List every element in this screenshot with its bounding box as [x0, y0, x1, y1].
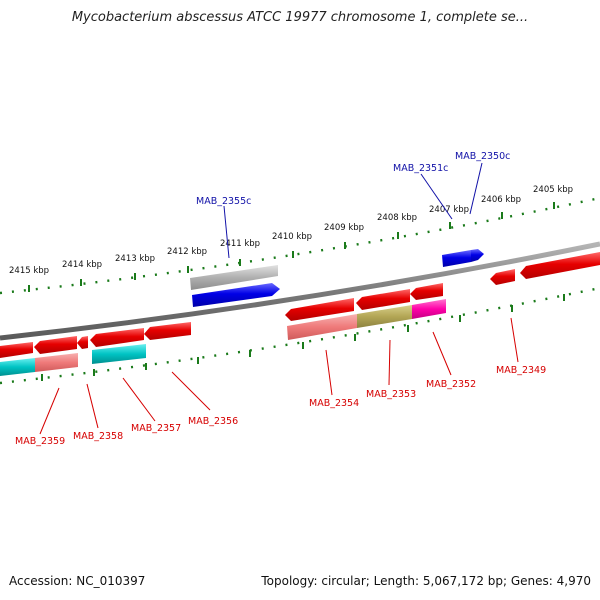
tick-label-group: 2415 kbp 2414 kbp 2413 kbp 2412 kbp 2411…: [9, 185, 573, 276]
gene-label-mab-2352[interactable]: MAB_2352: [426, 379, 476, 390]
upper-kbp-ruler: [0, 196, 600, 295]
gene-arrow-mab-2356[interactable]: [144, 322, 191, 340]
leader-line: [420, 173, 453, 220]
leader-line: [171, 371, 211, 411]
gene-label-mab-2355c[interactable]: MAB_2355c: [196, 196, 251, 207]
leader-line: [469, 162, 483, 215]
gene-arrow-mab-2355c[interactable]: [192, 283, 280, 307]
tick-label: 2410 kbp: [272, 232, 312, 242]
tick-label: 2406 kbp: [481, 195, 521, 205]
orf-pink-bar[interactable]: [35, 353, 78, 372]
gene-label-mab-2350c[interactable]: MAB_2350c: [455, 151, 510, 162]
gene-arrow-mab-2357[interactable]: [90, 328, 144, 347]
gene-label-mab-2359[interactable]: MAB_2359: [15, 436, 65, 447]
gene-arrow-mab-2358[interactable]: [34, 336, 77, 354]
gene-label-mab-2358[interactable]: MAB_2358: [73, 431, 123, 442]
leader-line: [325, 349, 333, 396]
tick-label: 2408 kbp: [377, 213, 417, 223]
gene-arrow-small[interactable]: [77, 336, 88, 349]
tick-label: 2409 kbp: [324, 223, 364, 233]
gene-arrow-mab-2352[interactable]: [410, 283, 443, 300]
tick-label: 2407 kbp: [429, 205, 469, 215]
accession-label: Accession: NC_010397: [9, 574, 146, 588]
gene-label-mab-2353[interactable]: MAB_2353: [366, 389, 416, 400]
forward-label-group: MAB_2355c MAB_2351c MAB_2350c: [196, 151, 510, 259]
major-ticks: [28, 202, 565, 381]
gene-arrow-mab-2351c[interactable]: [442, 250, 471, 267]
reverse-label-group: MAB_2359 MAB_2358 MAB_2357 MAB_2356 MAB_…: [15, 317, 546, 447]
orf-gray-bar[interactable]: [190, 265, 278, 290]
gene-arrow-mab-2350c[interactable]: [471, 249, 484, 262]
tick-label: 2405 kbp: [533, 185, 573, 195]
gene-arrow-mab-2349[interactable]: [520, 252, 600, 279]
tick-label: 2413 kbp: [115, 254, 155, 264]
gene-arrow-mab-2353[interactable]: [356, 289, 410, 310]
gene-label-mab-2354[interactable]: MAB_2354: [309, 398, 359, 409]
orf-cyan-bar[interactable]: [0, 358, 35, 376]
leader-line: [510, 317, 519, 363]
gene-label-mab-2356[interactable]: MAB_2356: [188, 416, 238, 427]
orf-track: [0, 299, 446, 376]
orf-pink-bar[interactable]: [287, 314, 357, 340]
gene-arrow-mab-2359[interactable]: [0, 342, 33, 358]
lower-kbp-ruler: [0, 286, 600, 385]
leader-line: [86, 383, 99, 429]
leader-line: [122, 377, 156, 422]
genome-summary: Topology: circular; Length: 5,067,172 bp…: [261, 574, 591, 588]
leader-line: [432, 331, 452, 376]
forward-gene-track: [192, 249, 484, 307]
orf-cyan-bar[interactable]: [92, 344, 146, 364]
gene-arrow-red-small[interactable]: [490, 269, 515, 285]
gene-label-mab-2357[interactable]: MAB_2357: [131, 423, 181, 434]
leader-line: [388, 339, 391, 386]
leader-line: [223, 205, 230, 259]
orf-olive-bar[interactable]: [357, 305, 412, 328]
tick-label: 2414 kbp: [62, 260, 102, 270]
tick-label: 2412 kbp: [167, 247, 207, 257]
reverse-gene-track: [0, 252, 600, 358]
gene-label-mab-2349[interactable]: MAB_2349: [496, 365, 546, 376]
gene-arrow-mab-2354[interactable]: [285, 298, 354, 321]
map-title: Mycobacterium abscessus ATCC 19977 chrom…: [71, 10, 529, 25]
leader-line: [39, 387, 60, 435]
orf-magenta-bar[interactable]: [412, 299, 446, 319]
gene-label-mab-2351c[interactable]: MAB_2351c: [393, 163, 448, 174]
chromosome-backbone: [0, 241, 600, 341]
tick-label: 2411 kbp: [220, 239, 260, 249]
tick-label: 2415 kbp: [9, 266, 49, 276]
